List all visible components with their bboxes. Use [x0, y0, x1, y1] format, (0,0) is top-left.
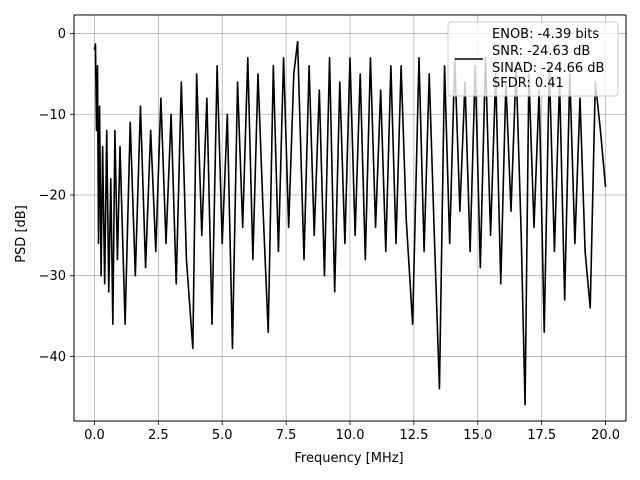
legend-entry-enob: ENOB: -4.39 bits — [492, 27, 599, 42]
plot-area — [93, 40, 607, 406]
x-tick-label: 12.5 — [399, 428, 428, 443]
y-tick-label: −30 — [39, 269, 66, 284]
legend-entry-sinad: SINAD: -24.66 dB — [492, 61, 604, 76]
y-axis-label: PSD [dB] — [14, 205, 29, 263]
y-tick-label: 0 — [58, 27, 66, 42]
x-tick-label: 10.0 — [336, 428, 365, 443]
y-tick-label: −20 — [39, 188, 66, 203]
legend-entry-snr: SNR: -24.63 dB — [492, 44, 590, 59]
x-tick-label: 0.0 — [84, 428, 105, 443]
legend: ENOB: -4.39 bits SNR: -24.63 dB SINAD: -… — [447, 21, 619, 97]
y-tick-label: −40 — [39, 350, 66, 365]
x-axis-label: Frequency [MHz] — [294, 451, 403, 466]
x-axis-ticks: 0.0 2.5 5.0 7.5 10.0 12.5 15.0 17.5 20.0 — [84, 421, 620, 443]
y-axis-ticks: 0 −10 −20 −30 −40 — [39, 27, 74, 365]
legend-entry-sfdr: SFDR: 0.41 — [492, 76, 564, 91]
y-tick-label: −10 — [39, 108, 66, 123]
psd-series-line — [93, 40, 607, 406]
x-tick-label: 5.0 — [212, 428, 233, 443]
x-tick-label: 7.5 — [276, 428, 297, 443]
legend-box — [447, 21, 619, 97]
x-tick-label: 2.5 — [148, 428, 169, 443]
x-tick-label: 15.0 — [463, 428, 492, 443]
x-tick-label: 17.5 — [527, 428, 556, 443]
x-tick-label: 20.0 — [591, 428, 620, 443]
